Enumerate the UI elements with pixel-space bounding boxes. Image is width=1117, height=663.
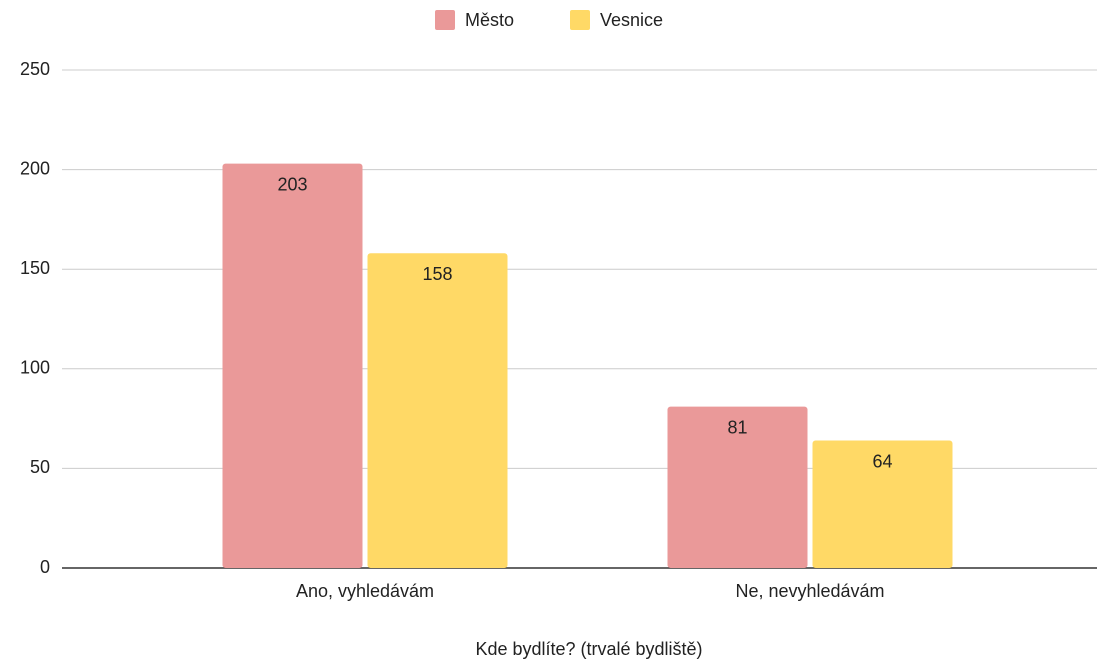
bar <box>222 163 363 568</box>
y-tick-label: 250 <box>20 59 50 79</box>
data-label: 158 <box>422 264 452 284</box>
x-axis-title: Kde bydlíte? (trvalé bydliště) <box>475 639 702 659</box>
y-tick-label: 0 <box>40 557 50 577</box>
legend-label: Město <box>465 10 514 30</box>
y-tick-label: 50 <box>30 457 50 477</box>
data-label: 64 <box>872 451 892 471</box>
bar <box>367 253 508 568</box>
legend-label: Vesnice <box>600 10 663 30</box>
y-tick-label: 100 <box>20 358 50 378</box>
x-tick-label: Ne, nevyhledávám <box>735 581 884 601</box>
x-tick-label: Ano, vyhledávám <box>296 581 434 601</box>
data-label: 203 <box>277 174 307 194</box>
data-label: 81 <box>727 417 747 437</box>
legend-swatch <box>570 10 590 30</box>
bar <box>812 440 953 568</box>
y-tick-label: 150 <box>20 258 50 278</box>
y-tick-label: 200 <box>20 158 50 178</box>
bar <box>667 406 808 568</box>
legend-swatch <box>435 10 455 30</box>
